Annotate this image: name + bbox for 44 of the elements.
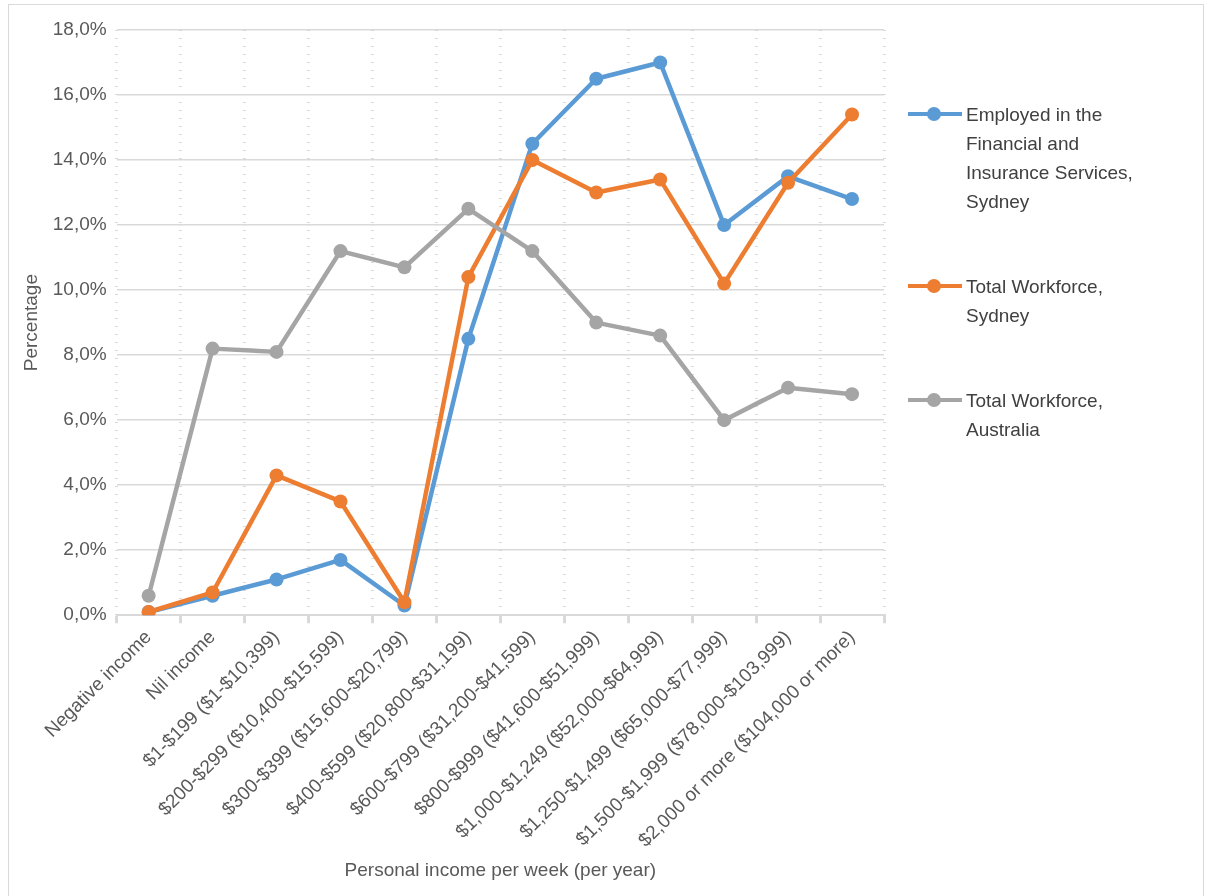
y-tick-label: 16,0% (52, 83, 107, 105)
y-tick-label: 0,0% (63, 603, 107, 625)
point (653, 328, 668, 343)
point (653, 172, 668, 187)
y-tick-label: 8,0% (63, 343, 107, 365)
point (525, 136, 540, 151)
y-tick-label: 12,0% (52, 213, 107, 235)
legend-label: Total Workforce, Sydney (966, 275, 1104, 328)
y-tick-label: 10,0% (52, 278, 107, 300)
point (589, 185, 604, 200)
point (525, 153, 540, 168)
point (269, 572, 284, 587)
point (717, 276, 732, 291)
point (269, 468, 284, 483)
point (141, 588, 156, 603)
point (781, 380, 796, 395)
legend-label: Total Workforce, Australia (966, 389, 1104, 442)
point (717, 413, 732, 428)
y-tick-label: 6,0% (63, 408, 107, 430)
y-tick-label: 14,0% (52, 148, 107, 170)
point (333, 494, 348, 509)
point (653, 55, 668, 70)
point (461, 331, 476, 346)
point (845, 107, 860, 122)
y-tick-label: 2,0% (63, 538, 107, 560)
point (589, 71, 604, 86)
point (205, 341, 220, 356)
legend-label: Employed in the Financial and Insurance Services, Sydney (966, 103, 1134, 214)
point (717, 218, 732, 233)
point (589, 315, 604, 330)
point (397, 260, 412, 275)
point (269, 344, 284, 359)
point (333, 552, 348, 567)
point (845, 387, 860, 402)
point (333, 244, 348, 259)
point (845, 192, 860, 207)
y-axis-title: Percentage (19, 274, 41, 372)
point (461, 270, 476, 285)
point (461, 201, 476, 216)
x-axis-title: Personal income per week (per year) (344, 858, 657, 880)
y-tick-label: 4,0% (63, 473, 107, 495)
point (781, 175, 796, 190)
y-tick-label: 18,0% (52, 18, 107, 40)
point (525, 244, 540, 259)
